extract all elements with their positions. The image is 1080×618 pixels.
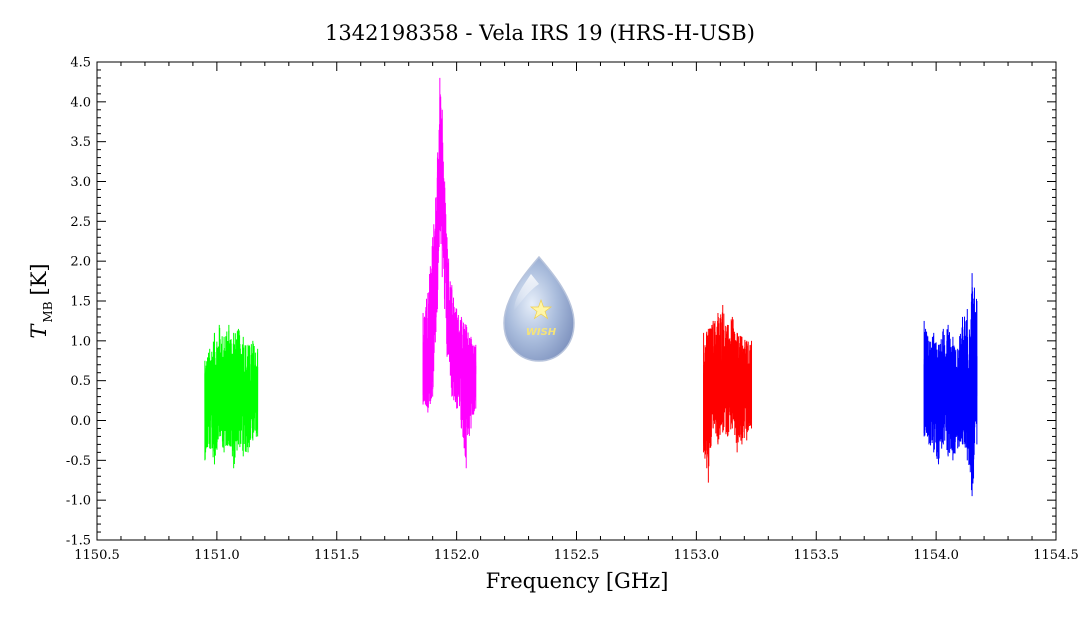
spectrum-series-4: [923, 273, 978, 497]
x-tick-label: 1151.0: [194, 548, 240, 563]
y-axis-label-main: T: [27, 323, 51, 339]
x-tick-label: 1154.5: [1033, 548, 1079, 563]
y-tick-label: 4.0: [70, 95, 91, 110]
x-tick-label: 1153.0: [674, 548, 720, 563]
y-tick-label: -1.0: [66, 494, 91, 509]
x-tick-label: 1151.5: [314, 548, 360, 563]
x-tick-label: 1150.5: [74, 548, 120, 563]
spectrum-series-1: [204, 324, 259, 469]
x-tick-label: 1152.0: [434, 548, 480, 563]
series-layer: [204, 77, 978, 497]
y-axis-label-unit: [K]: [27, 263, 51, 295]
y-tick-label: 1.5: [70, 295, 91, 310]
spectrum-series-2: [422, 77, 477, 469]
spectrum-line: [422, 94, 477, 458]
spectrum-series-3: [703, 304, 753, 483]
spectrum-line: [204, 327, 259, 465]
y-tick-label: 2.0: [70, 255, 91, 270]
plot-frame: [96, 61, 1057, 541]
x-tick-label: 1154.0: [913, 548, 959, 563]
logo-text: WISH: [526, 327, 557, 338]
x-tick-label: 1153.5: [794, 548, 840, 563]
axes-layer: 1150.5 1151.0 1151.5 1152.0 1152.5 1153.0 1153…: [66, 56, 1079, 564]
x-axis-label: Frequency [GHz]: [486, 569, 669, 593]
spectrum-line: [923, 287, 978, 491]
star-icon: [529, 298, 553, 320]
y-axis-label-subscript: MB: [41, 301, 55, 322]
y-axis-label: TMB [K]: [27, 263, 55, 338]
y-tick-label: 3.0: [70, 175, 91, 190]
y-tick-label: 1.0: [70, 334, 91, 349]
chart-title: 1342198358 - Vela IRS 19 (HRS-H-USB): [325, 21, 755, 45]
y-tick-label: 3.5: [70, 135, 91, 150]
y-tick-label: -1.5: [66, 534, 91, 549]
y-tick-label: 0.0: [70, 414, 91, 429]
wish-logo: WISH: [503, 255, 575, 362]
y-tick-label: 4.5: [70, 56, 91, 71]
y-tick-label: 0.5: [70, 374, 91, 389]
x-tick-label: 1152.5: [554, 548, 600, 563]
y-tick-label: 2.5: [70, 215, 91, 230]
y-tick-label: -0.5: [66, 454, 91, 469]
svg-text:TMB[K]: TMB [K]: [27, 263, 55, 338]
